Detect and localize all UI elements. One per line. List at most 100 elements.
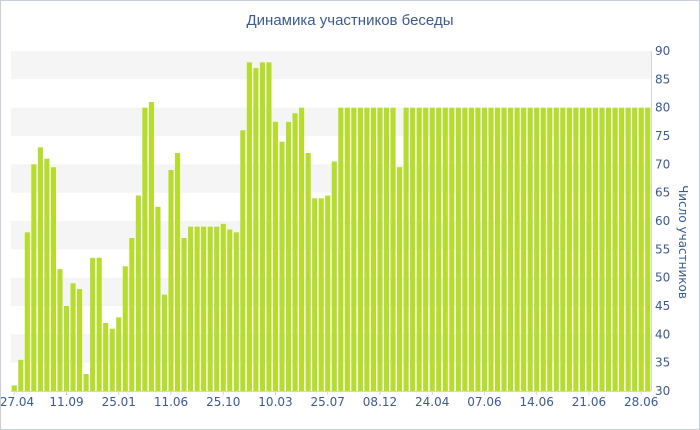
bar xyxy=(573,107,579,392)
bar xyxy=(325,195,331,391)
bar xyxy=(63,306,70,391)
bar xyxy=(37,147,43,391)
bar xyxy=(351,107,357,392)
bar xyxy=(233,232,239,391)
bar xyxy=(44,158,50,391)
bar xyxy=(240,130,246,391)
bar xyxy=(201,226,207,391)
bar-series xyxy=(11,62,651,392)
bar xyxy=(632,107,638,392)
bar xyxy=(625,107,631,392)
bar xyxy=(547,107,553,392)
bar xyxy=(364,107,370,392)
x-tick-label: 08.12 xyxy=(363,395,397,409)
bar xyxy=(494,107,501,392)
bar xyxy=(11,385,17,391)
bar xyxy=(331,161,337,391)
bar xyxy=(292,113,298,391)
bar xyxy=(619,107,625,392)
bar xyxy=(96,257,102,391)
bar xyxy=(579,107,585,392)
bar xyxy=(566,107,572,392)
bar xyxy=(135,195,141,391)
bar xyxy=(586,107,592,392)
y-tick-label: 40 xyxy=(655,327,670,341)
bar xyxy=(514,107,520,392)
y-tick-label: 50 xyxy=(655,271,670,285)
bar xyxy=(501,107,507,392)
bar xyxy=(168,170,174,391)
bar xyxy=(181,238,187,391)
bar xyxy=(129,238,135,391)
y-tick-labels: 30 35 40 45 50 55 60 65 70 75 80 85 90 xyxy=(655,44,670,398)
bar xyxy=(77,289,83,391)
bar xyxy=(194,226,200,391)
y-tick-label: 30 xyxy=(655,384,670,398)
bar xyxy=(638,107,644,392)
bar xyxy=(161,294,168,391)
x-tick-label: 10.03 xyxy=(258,395,292,409)
bar xyxy=(18,359,24,391)
bar xyxy=(83,374,89,391)
y-tick-label: 55 xyxy=(655,242,670,256)
y-tick-label: 45 xyxy=(655,299,670,313)
x-tick-label: 25.01 xyxy=(102,395,136,409)
bar xyxy=(338,107,344,392)
bar xyxy=(377,107,383,392)
bar xyxy=(612,107,618,392)
bar xyxy=(116,317,122,391)
bar xyxy=(50,167,56,391)
axes xyxy=(11,51,652,392)
bar xyxy=(318,198,324,391)
y-axis-label: Число участников xyxy=(676,185,690,299)
bar xyxy=(416,107,422,392)
x-tick-label: 25.07 xyxy=(311,395,345,409)
y-tick-label: 65 xyxy=(655,186,670,200)
bar xyxy=(122,266,128,391)
grid-band xyxy=(11,51,651,80)
bar xyxy=(475,107,481,392)
bar xyxy=(540,107,546,392)
bar xyxy=(370,107,376,392)
bar xyxy=(70,283,76,391)
bar xyxy=(253,68,259,391)
bar xyxy=(390,107,396,392)
bar xyxy=(383,107,390,392)
bar xyxy=(410,107,416,392)
bar xyxy=(279,141,285,391)
bar xyxy=(24,232,30,391)
bar xyxy=(155,206,161,391)
bar xyxy=(442,107,448,392)
bar xyxy=(31,164,37,391)
bar xyxy=(468,107,474,392)
bar xyxy=(527,107,533,392)
bar xyxy=(207,226,213,391)
bar xyxy=(560,107,566,392)
bar xyxy=(142,107,148,392)
y-tick-label: 60 xyxy=(655,214,670,228)
bar xyxy=(259,62,265,391)
bar xyxy=(521,107,527,392)
y-tick-label: 70 xyxy=(655,157,670,171)
bar xyxy=(423,107,429,392)
x-tick-label: 11.09 xyxy=(49,395,83,409)
bar xyxy=(357,107,363,392)
x-tick-label: 25.10 xyxy=(206,395,240,409)
bar xyxy=(286,121,292,391)
bar xyxy=(397,167,403,391)
y-tick-label: 85 xyxy=(655,72,670,86)
bar xyxy=(312,198,318,391)
x-tick-label: 27.04 xyxy=(1,395,34,409)
chart-title: Динамика участников беседы xyxy=(246,12,454,29)
bar xyxy=(174,153,181,391)
x-tick-label: 07.06 xyxy=(467,395,501,409)
bar xyxy=(109,328,115,391)
bar xyxy=(148,102,154,391)
bar xyxy=(462,107,468,392)
bar xyxy=(606,107,612,392)
bar xyxy=(246,62,252,391)
bar xyxy=(299,107,305,392)
y-tick-label: 35 xyxy=(655,356,670,370)
x-tick-label: 14.06 xyxy=(520,395,554,409)
